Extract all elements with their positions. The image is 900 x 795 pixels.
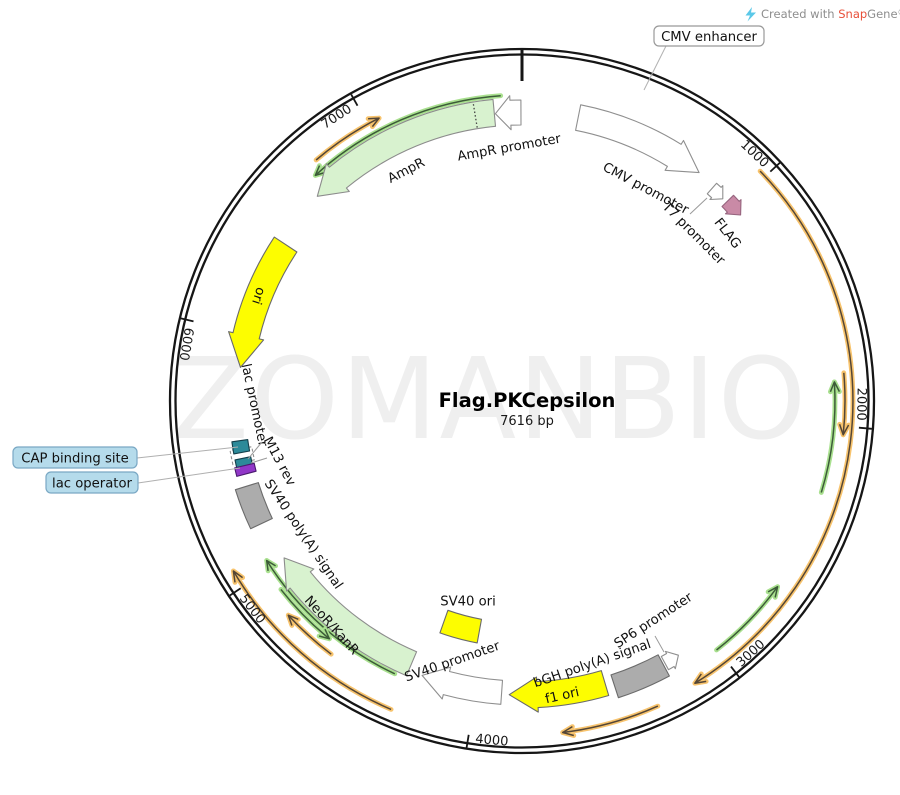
ampr[interactable] <box>316 98 497 197</box>
tick-label-4000: 4000 <box>475 732 509 750</box>
tick-label-5000: 5000 <box>236 592 268 627</box>
lac-operator-label[interactable]: lac operator <box>52 477 132 492</box>
sv40-ori[interactable] <box>439 609 483 644</box>
orf-arrow-green-9 <box>264 558 398 677</box>
lac-operator-box[interactable] <box>234 462 257 477</box>
orf-arrow-green-1 <box>312 93 504 178</box>
ampr-signal-boundary <box>472 102 478 128</box>
orf-arrow-green-10 <box>278 587 332 642</box>
callout-layer: CMV enhancer CAP binding site lac operator <box>12 25 765 494</box>
sp6-promoter-label[interactable]: SP6 promoter <box>612 590 696 652</box>
snapgene-credit: Created with SnapGene® <box>745 7 900 22</box>
plasmid-backbone-outer <box>168 47 876 755</box>
tick-label-7000: 7000 <box>319 102 355 133</box>
orf-arrow-green-4 <box>818 379 842 495</box>
tick-7000 <box>350 93 359 107</box>
cap-binding-site-label-box[interactable] <box>12 446 138 469</box>
ampr-promoter-label[interactable]: AmpR promoter <box>456 132 562 165</box>
plasmid-title: Flag.PKCepsilon <box>439 389 616 412</box>
orf-arrow-orange-2 <box>692 168 856 686</box>
leader-line-3 <box>250 457 268 464</box>
orf-arrow-orange-6 <box>560 703 661 738</box>
plasmid-length: 7616 bp <box>500 414 554 429</box>
orf-arrow-orange-0 <box>313 115 382 163</box>
sp6-promoter[interactable] <box>660 650 679 671</box>
orf-layer <box>231 93 856 738</box>
t7-promoter-label[interactable]: T7 promoter <box>658 199 728 269</box>
bgh-polya[interactable] <box>610 654 670 699</box>
tick-label-6000: 6000 <box>176 326 196 361</box>
orf-arrow-orange-3 <box>837 370 851 438</box>
leader-line-2 <box>247 441 263 460</box>
leader-line-0 <box>689 197 708 215</box>
cmv-enhancer-leader <box>643 45 667 91</box>
tick-5000 <box>229 587 242 597</box>
neor-kanr[interactable] <box>283 557 418 677</box>
t7-promoter[interactable] <box>706 182 724 201</box>
lac-operator-leader <box>137 467 241 484</box>
orf-arrow-orange-7 <box>231 568 394 712</box>
tick-label-2000: 2000 <box>853 388 868 421</box>
cap-binding-site-box[interactable] <box>231 439 251 455</box>
cap-binding-site-label[interactable]: CAP binding site <box>21 452 129 467</box>
orf-arrow-orange-8 <box>285 612 334 657</box>
leader-line-1 <box>654 635 665 653</box>
credit-text: Created with SnapGene® <box>761 7 900 21</box>
sv40-polya[interactable] <box>234 482 273 530</box>
sv40-promoter[interactable] <box>421 666 504 705</box>
backbone-layer <box>168 47 876 755</box>
tick-1000 <box>769 162 781 173</box>
ampr-label[interactable]: AmpR <box>386 155 428 186</box>
watermark: ZOMANBIO <box>172 335 808 465</box>
ori[interactable] <box>228 236 298 368</box>
tick-6000 <box>180 317 194 323</box>
f1-ori[interactable] <box>508 670 610 713</box>
flag[interactable] <box>721 194 742 216</box>
cmv-promoter[interactable] <box>575 104 700 174</box>
leader-line-layer <box>247 197 708 653</box>
tick-2000 <box>858 426 872 430</box>
tick-3000 <box>730 666 740 678</box>
cap-binding-site-leader <box>136 446 239 459</box>
ori-label[interactable]: ori <box>248 285 268 306</box>
orf-arrow-green-5 <box>714 584 780 653</box>
tick-4000 <box>465 734 470 748</box>
snapgene-bolt-icon <box>745 7 756 22</box>
sv40-ori-label[interactable]: SV40 ori <box>440 595 496 610</box>
ampr-promoter[interactable] <box>494 95 522 131</box>
lac-operator-label-box[interactable] <box>45 471 139 494</box>
cmv-enhancer-label-box[interactable] <box>653 25 765 47</box>
feature-layer <box>228 95 742 713</box>
cmv-enhancer-label[interactable]: CMV enhancer <box>661 30 757 45</box>
